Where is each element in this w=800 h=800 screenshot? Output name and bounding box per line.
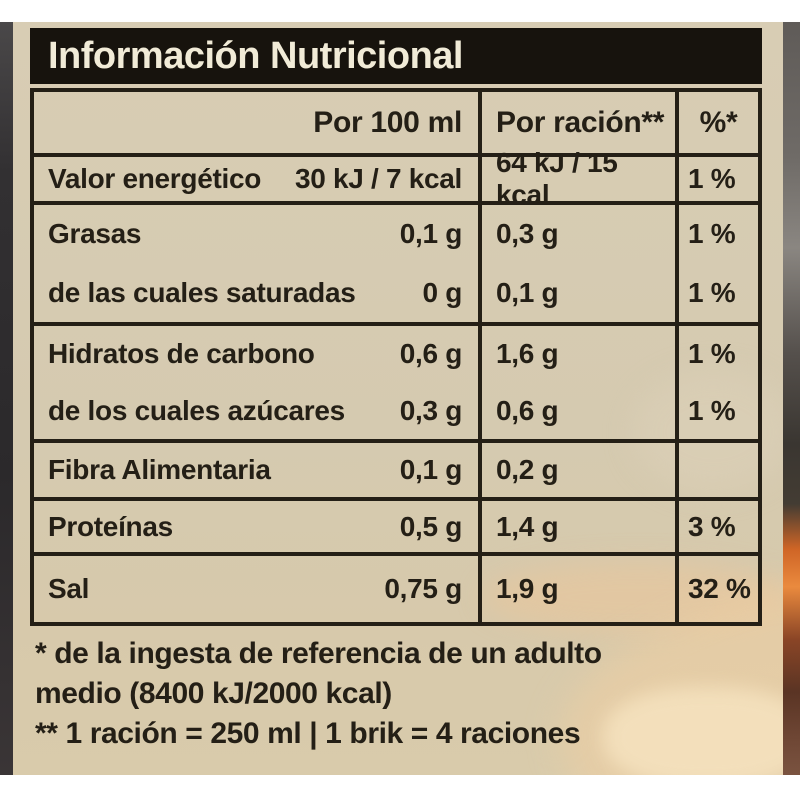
nutrient-name: de los cuales azúcares: [48, 394, 345, 426]
value-percent: 1 %: [688, 218, 736, 250]
value-per-100ml: 0,1 g: [399, 218, 463, 250]
value-percent: 32 %: [688, 573, 751, 604]
header-per-racion: Por ración**: [478, 92, 679, 153]
value-per-100ml: 0 g: [422, 276, 462, 308]
photo-left-edge: [0, 22, 13, 775]
value-per-100ml: 0,75 g: [384, 573, 462, 604]
value-per-racion: 0,6 g: [496, 394, 559, 426]
value-per-racion: 0,3 g: [496, 218, 559, 250]
value-per-racion: 1,9 g: [496, 573, 559, 604]
nutrient-name: Sal: [48, 573, 90, 604]
value-per-racion: 0,1 g: [496, 276, 559, 308]
nutrient-name: Fibra Alimentaria: [48, 454, 271, 485]
photo-right-edge: [783, 22, 800, 775]
table-row-grasas: Grasas 0,1 g de las cuales saturadas 0 g…: [34, 201, 758, 322]
value-per-racion: 0,2 g: [496, 454, 559, 485]
table-row-proteinas: Proteínas 0,5 g 1,4 g 3 %: [34, 497, 758, 552]
value-per-100ml: 0,3 g: [399, 394, 463, 426]
value-percent: 3 %: [688, 510, 736, 542]
value-per-racion: 1,4 g: [496, 510, 559, 542]
nutrient-name: Proteínas: [48, 510, 173, 542]
nutrient-name: de las cuales saturadas: [48, 276, 356, 308]
value-per-100ml: 0,1 g: [399, 454, 463, 485]
footnotes: * de la ingesta de referencia de un adul…: [35, 634, 775, 754]
label-photo: Información Nutricional Por 100 ml Por r…: [0, 22, 800, 775]
nutrient-name: Valor energético: [48, 163, 262, 194]
nutrition-table: Por 100 ml Por ración** %* Valor energét…: [30, 88, 762, 626]
value-per-100ml: 0,5 g: [399, 510, 463, 542]
value-percent: 1 %: [688, 394, 736, 426]
footnote-serving-size: ** 1 ración = 250 ml | 1 brik = 4 racion…: [35, 717, 581, 750]
value-per-racion: 1,6 g: [496, 338, 559, 370]
value-percent: 1 %: [688, 163, 736, 194]
nutrient-name: Grasas: [48, 218, 142, 250]
table-row-fibra: Fibra Alimentaria 0,1 g 0,2 g: [34, 439, 758, 497]
nutrition-label: Información Nutricional Por 100 ml Por r…: [13, 22, 783, 775]
header-percent: %*: [699, 105, 738, 139]
value-per-100ml: 30 kJ / 7 kcal: [294, 163, 462, 194]
value-per-100ml: 0,6 g: [399, 338, 463, 370]
value-percent: 1 %: [688, 276, 736, 308]
footnote-reference-intake-line1: * de la ingesta de referencia de un adul…: [35, 637, 602, 670]
header-per-100ml: Por 100 ml: [313, 105, 462, 139]
table-row-hidratos: Hidratos de carbono 0,6 g de los cuales …: [34, 322, 758, 439]
footnote-reference-intake-line2: medio (8400 kJ/2000 kcal): [35, 677, 392, 710]
label-title-bar: Información Nutricional: [30, 28, 762, 84]
nutrient-name: Hidratos de carbono: [48, 338, 315, 370]
value-percent: 1 %: [688, 338, 736, 370]
table-row-sal: Sal 0,75 g 1,9 g 32 %: [34, 552, 758, 622]
table-row-valor-energetico: Valor energético 30 kJ / 7 kcal 64 kJ / …: [34, 147, 758, 210]
table-header-row: Por 100 ml Por ración** %*: [34, 92, 758, 153]
label-title: Información Nutricional: [48, 34, 463, 77]
